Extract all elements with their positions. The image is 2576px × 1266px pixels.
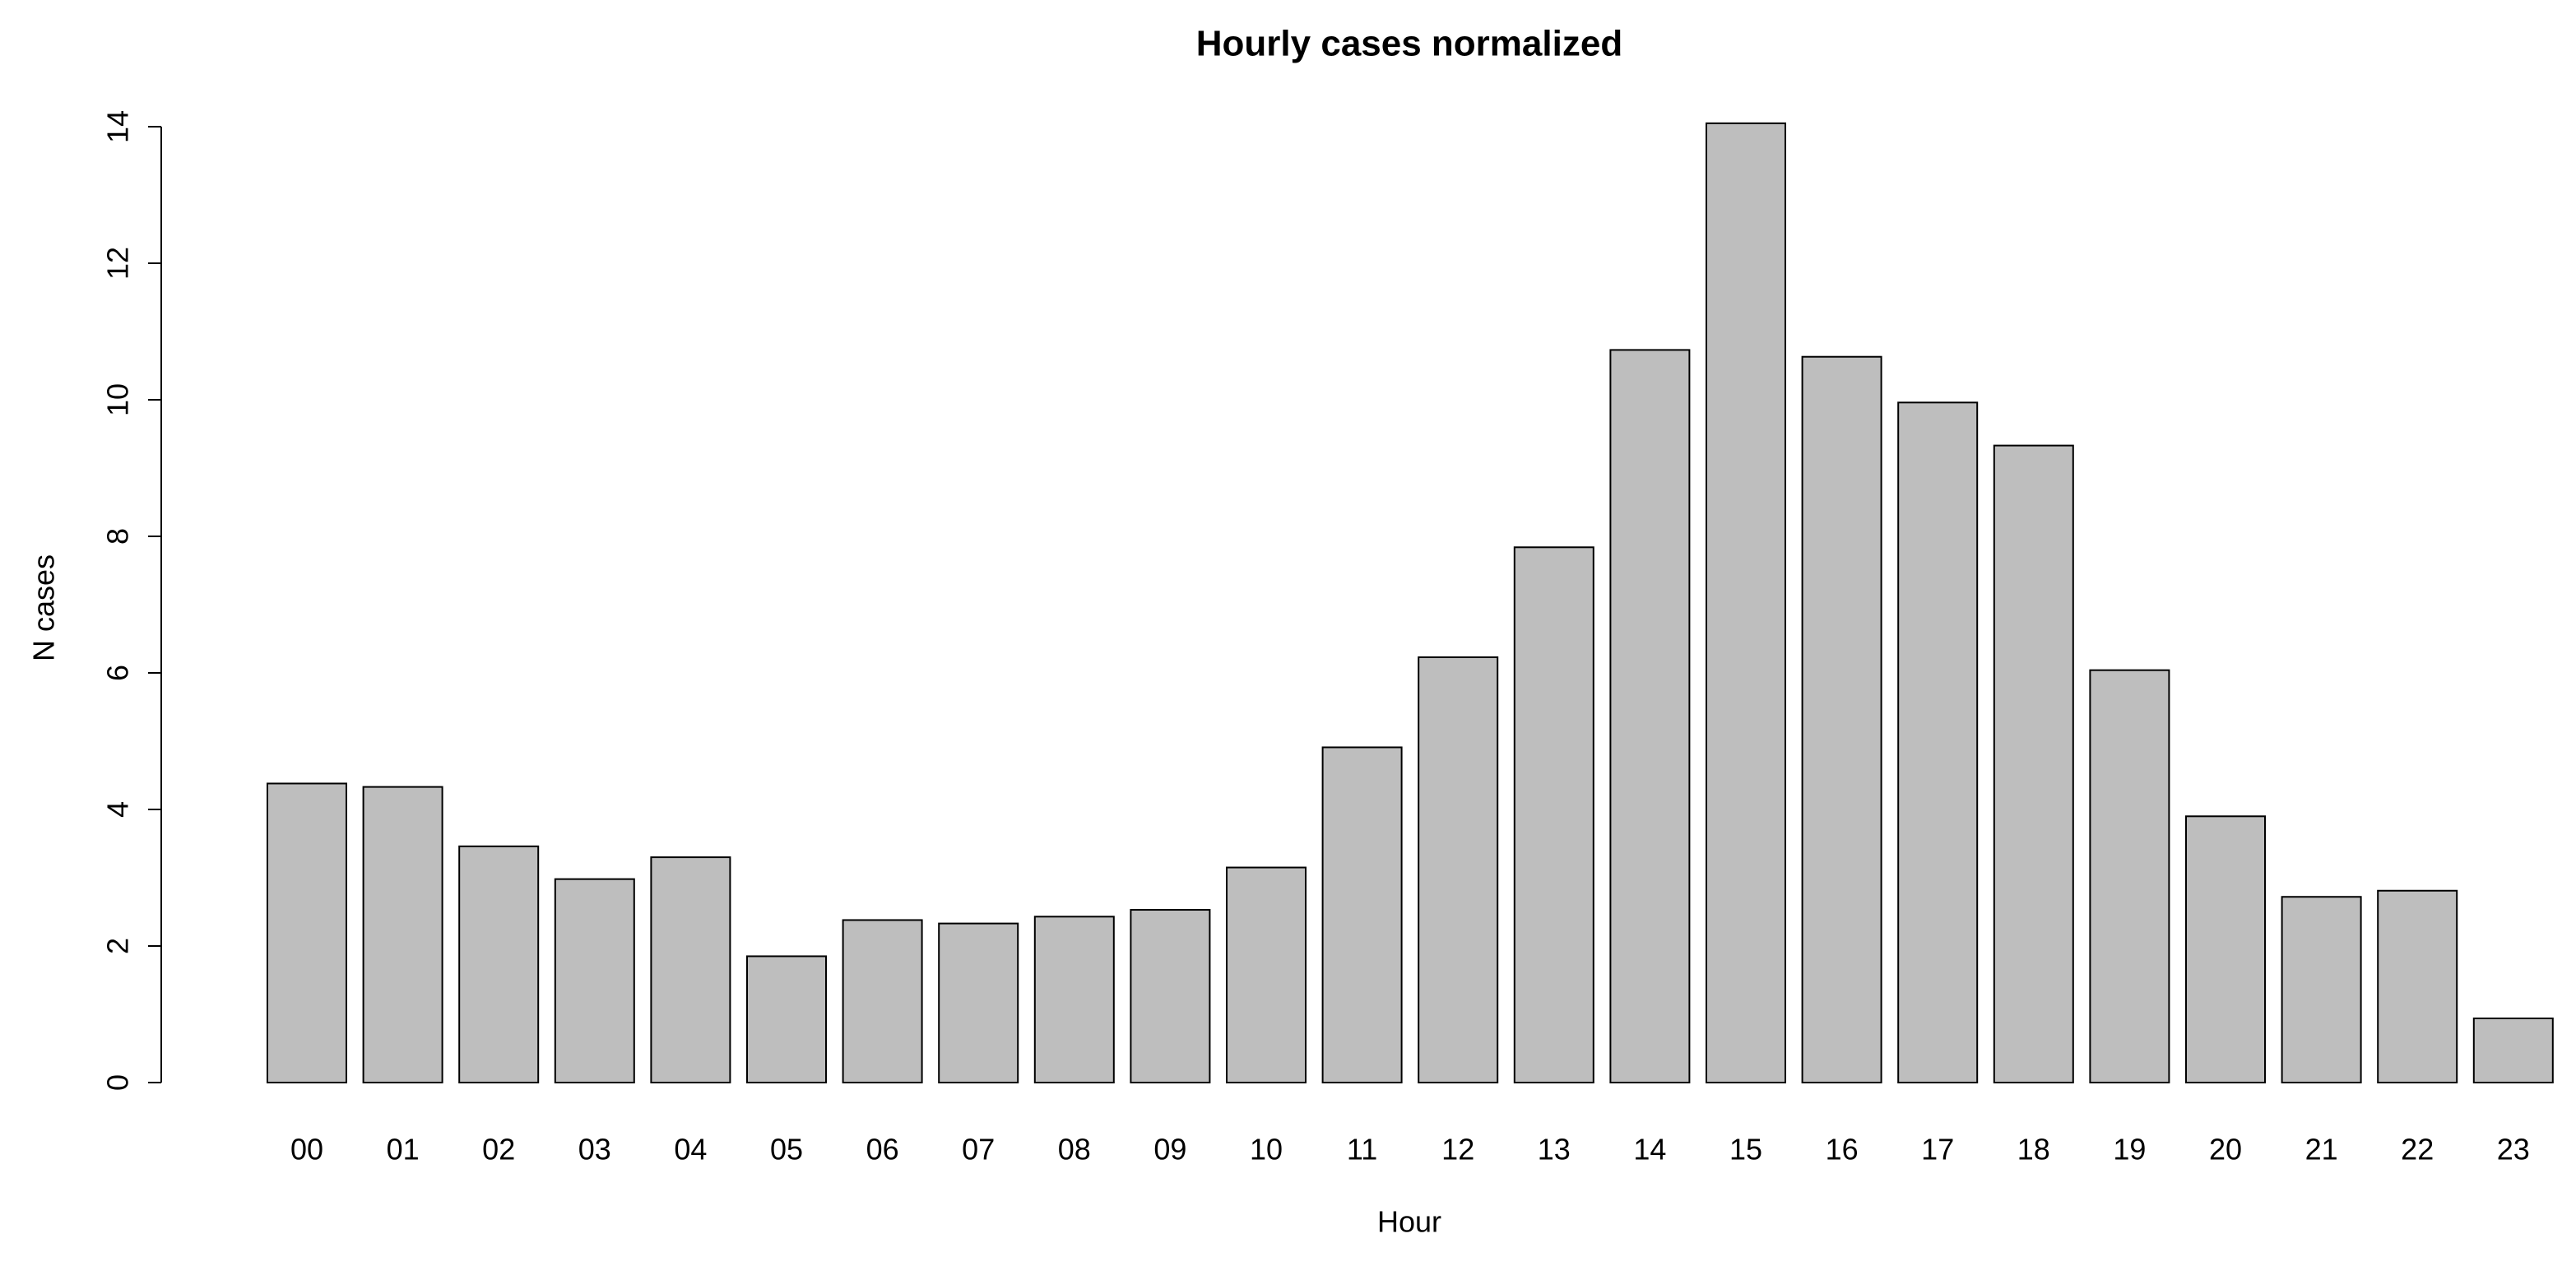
y-tick-label: 10 [101, 383, 135, 416]
x-tick-label: 20 [2209, 1133, 2242, 1166]
bar [1130, 909, 1211, 1084]
bar [1993, 444, 2074, 1083]
x-tick-label: 07 [962, 1133, 995, 1166]
x-tick-label: 11 [1347, 1133, 1377, 1166]
y-tick-label: 14 [101, 110, 135, 143]
bar [842, 919, 923, 1083]
x-tick-label: 00 [290, 1133, 323, 1166]
bar [1706, 122, 1786, 1084]
y-tick-label: 4 [101, 801, 135, 818]
bar [2185, 815, 2266, 1083]
y-tick-label: 8 [101, 528, 135, 545]
bar [554, 878, 635, 1084]
x-tick-label: 17 [1921, 1133, 1954, 1166]
x-tick-label: 02 [482, 1133, 515, 1166]
bar [2472, 1017, 2554, 1083]
x-tick-label: 23 [2497, 1133, 2530, 1166]
bar [1513, 546, 1594, 1083]
chart-title: Hourly cases normalized [1196, 24, 1622, 64]
x-tick-label: 12 [1441, 1133, 1474, 1166]
bar [1418, 656, 1499, 1083]
y-tick-label: 12 [101, 247, 135, 280]
x-tick-label: 13 [1538, 1133, 1571, 1166]
x-tick-label: 22 [2401, 1133, 2434, 1166]
bar [2089, 669, 2170, 1083]
bar [1226, 866, 1307, 1084]
bar [1801, 355, 1882, 1083]
bar [746, 955, 827, 1083]
x-tick-label: 04 [674, 1133, 707, 1166]
bar [650, 856, 731, 1083]
bar [1897, 401, 1979, 1083]
x-tick-label: 16 [1826, 1133, 1859, 1166]
x-tick-label: 15 [1729, 1133, 1762, 1166]
x-tick-label: 19 [2113, 1133, 2146, 1166]
x-tick-label: 08 [1058, 1133, 1091, 1166]
x-tick-label: 18 [2017, 1133, 2050, 1166]
x-tick-label: 09 [1153, 1133, 1186, 1166]
bar [938, 922, 1019, 1083]
y-tick-label: 0 [101, 1074, 135, 1091]
y-tick-label: 2 [101, 938, 135, 954]
bar [458, 845, 540, 1083]
bar [1321, 746, 1403, 1083]
x-tick-label: 01 [387, 1133, 420, 1166]
bar [2281, 896, 2362, 1083]
bar [267, 782, 347, 1084]
x-tick-label: 05 [770, 1133, 803, 1166]
x-tick-label: 14 [1633, 1133, 1666, 1166]
y-tick-label: 6 [101, 665, 135, 681]
x-axis-label: Hour [1377, 1205, 1441, 1239]
bar [362, 786, 443, 1083]
x-tick-label: 06 [866, 1133, 899, 1166]
x-tick-label: 21 [2305, 1133, 2338, 1166]
bar [1033, 916, 1115, 1084]
x-tick-label: 03 [578, 1133, 611, 1166]
x-tick-label: 10 [1250, 1133, 1283, 1166]
y-axis-label: N cases [27, 554, 61, 661]
bar [2377, 889, 2458, 1084]
bar [1609, 349, 1691, 1084]
